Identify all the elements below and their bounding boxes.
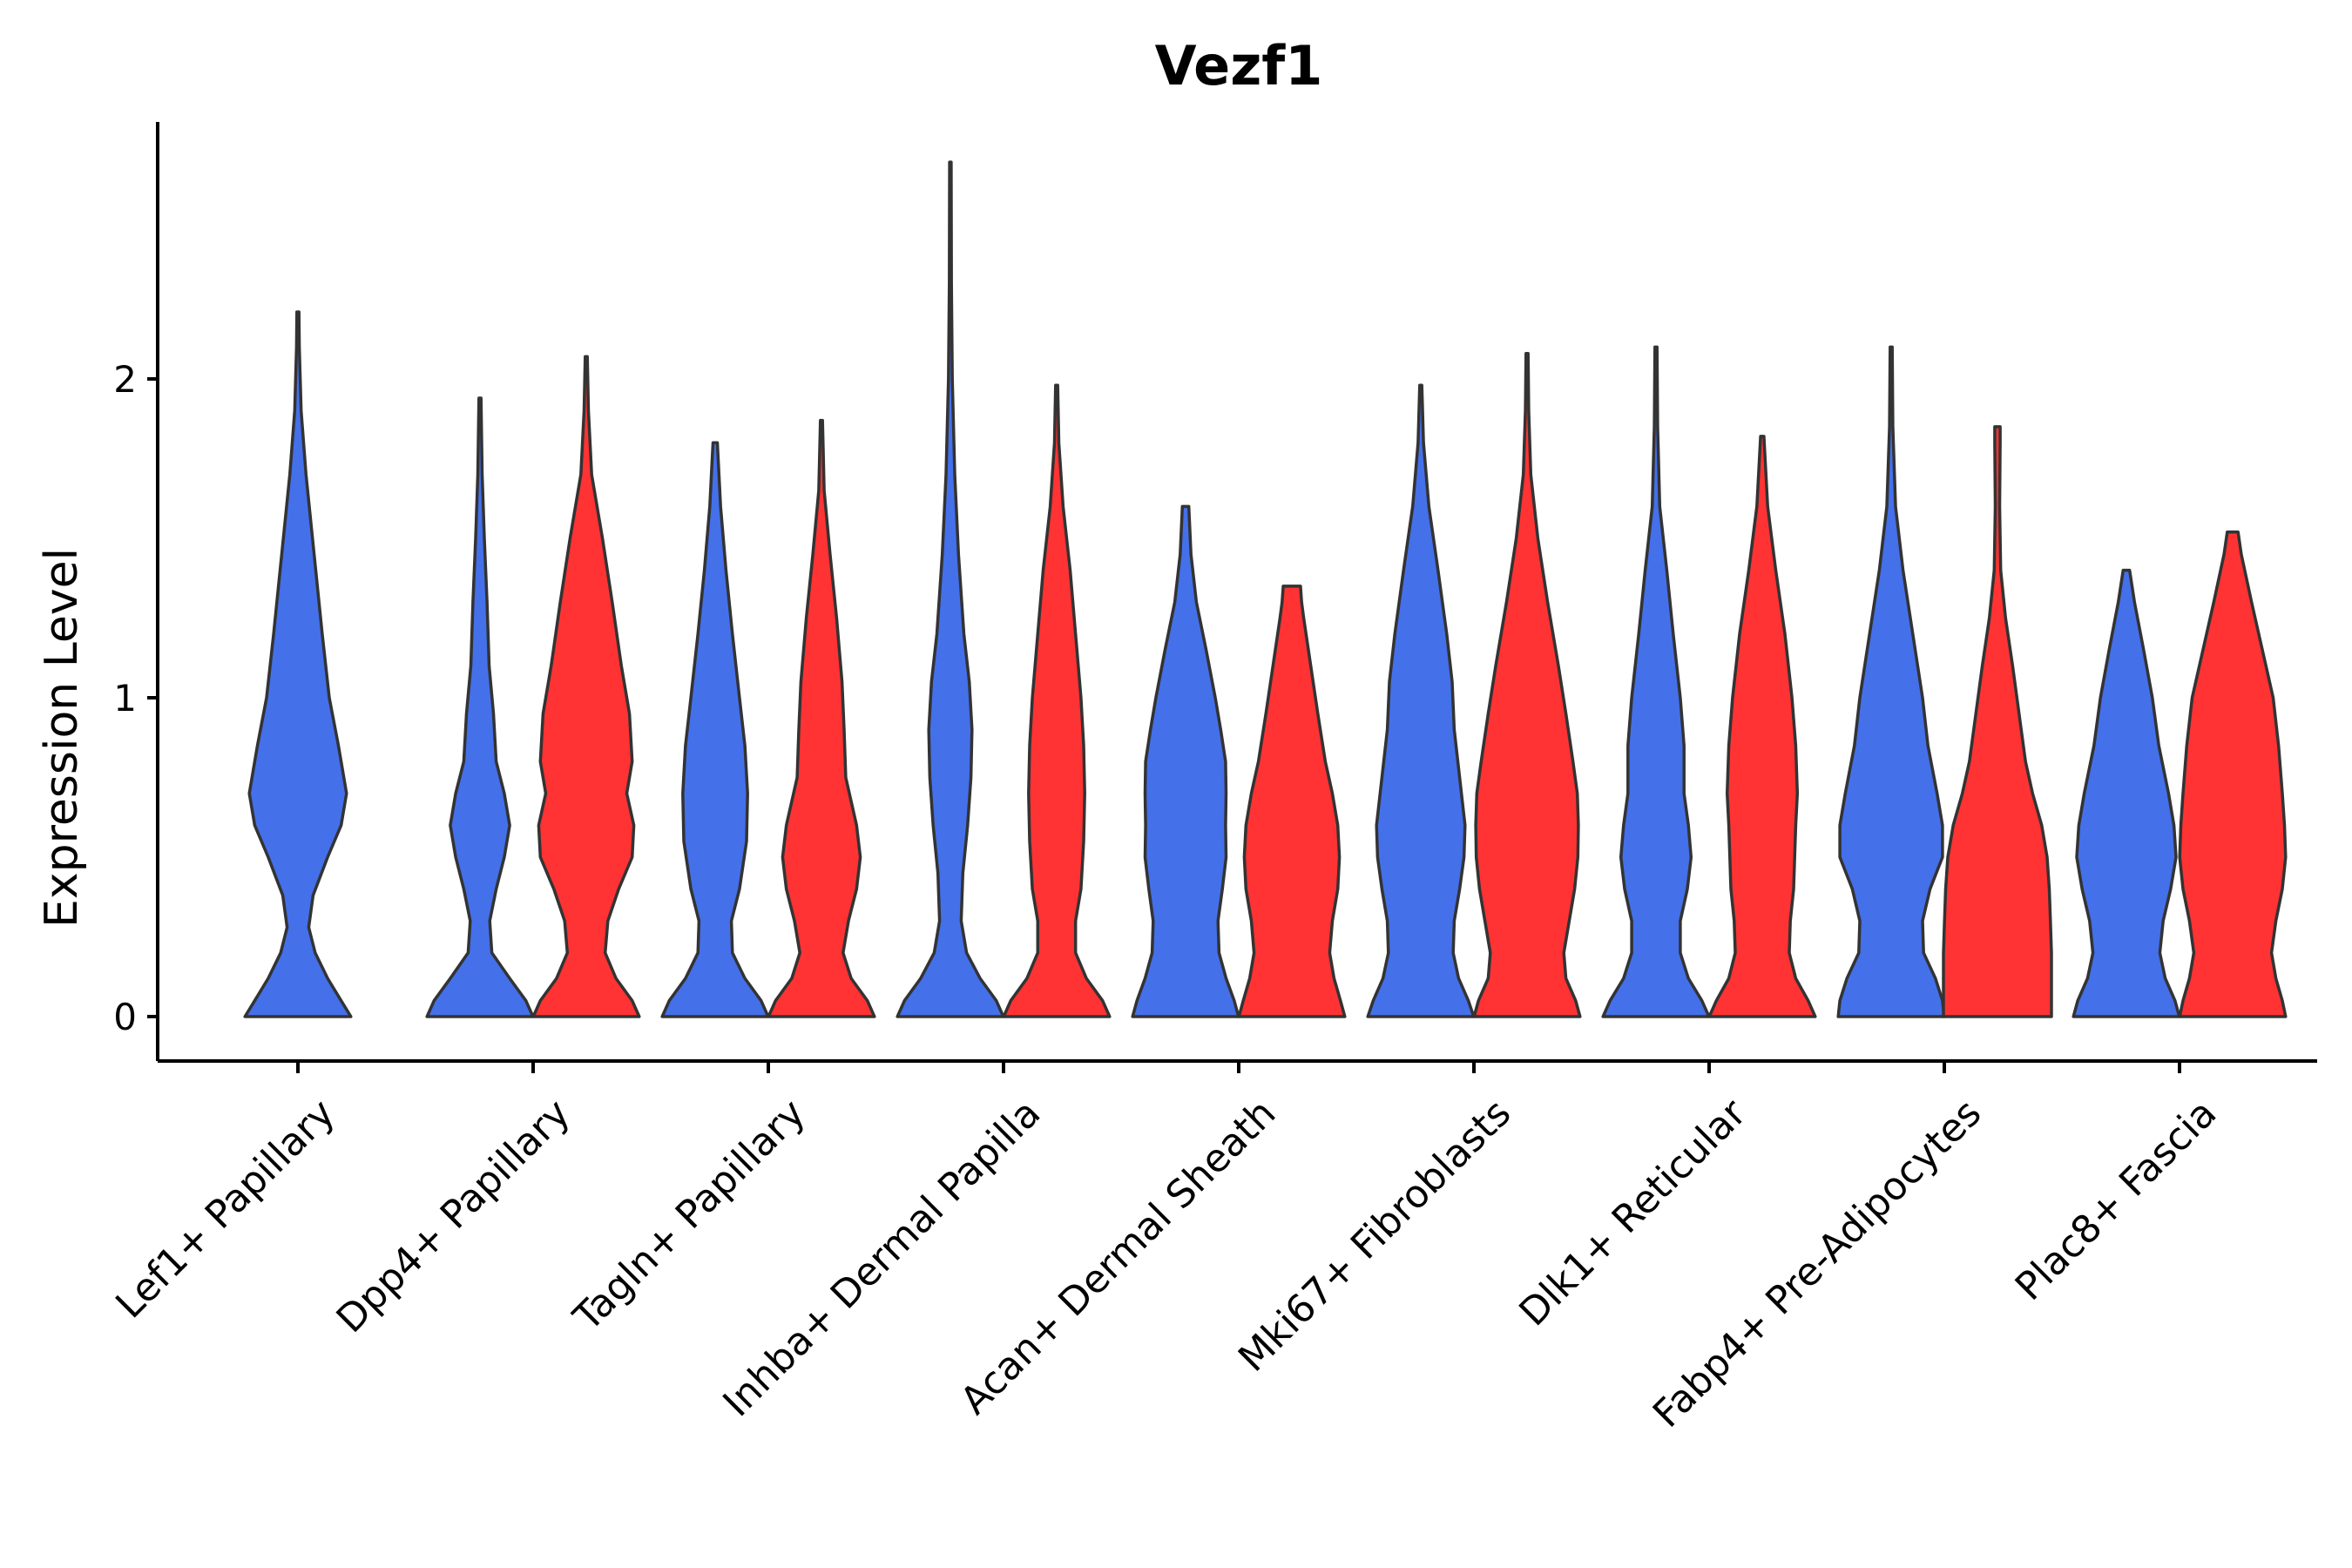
- violin-red-9: [2178, 530, 2288, 1018]
- x-tick-label: Mki67+ Fibroblasts: [1230, 1091, 1519, 1380]
- y-tick-label: 1: [113, 677, 137, 720]
- x-tick-label: Dlk1+ Reticular: [1511, 1091, 1755, 1335]
- violin-blue-3: [660, 441, 770, 1018]
- violin-red-8: [1942, 425, 2053, 1018]
- violin-blue-9: [2072, 568, 2181, 1018]
- violin-red-7: [1707, 435, 1817, 1018]
- violin-red-6: [1472, 351, 1582, 1018]
- violin-blue-2: [425, 396, 535, 1018]
- x-tick-label: Lef1+ Papillary: [107, 1091, 343, 1327]
- violin-red-3: [767, 418, 876, 1018]
- violins-layer: [243, 160, 2288, 1018]
- violin-red-5: [1237, 585, 1347, 1018]
- violin-red-4: [1002, 383, 1112, 1018]
- x-tick-label: Plac8+ Fascia: [2007, 1091, 2226, 1309]
- x-tick-label: Tagln+ Papillary: [564, 1091, 814, 1340]
- violin-blue-6: [1366, 383, 1476, 1018]
- y-tick-label: 2: [113, 358, 137, 401]
- violin-blue-1: [243, 310, 353, 1018]
- violin-red-2: [531, 355, 641, 1018]
- violin-blue-8: [1836, 345, 1946, 1018]
- y-axis-label: Expression Level: [36, 548, 88, 928]
- violin-blue-7: [1601, 345, 1711, 1018]
- violin-blue-5: [1131, 504, 1240, 1018]
- y-tick-label: 0: [113, 996, 137, 1038]
- chart-title: Vezf1: [1155, 34, 1323, 98]
- violin-blue-4: [896, 160, 1005, 1018]
- x-tick-label: Dpp4+ Papillary: [328, 1091, 579, 1342]
